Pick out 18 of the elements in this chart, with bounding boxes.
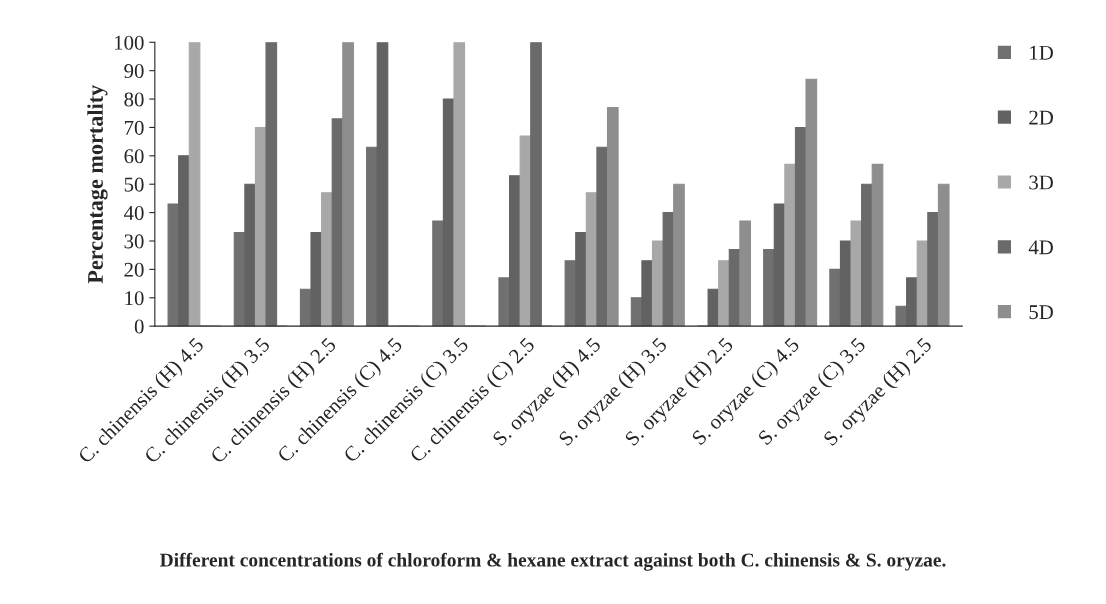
legend-label: 5D: [1029, 305, 1053, 320]
y-tick-label: 10: [125, 291, 144, 306]
y-tick-label: 100: [115, 35, 144, 50]
y-tick-label: 0: [134, 319, 144, 334]
legend-label: 4D: [1028, 240, 1053, 255]
legend-label: 2D: [1029, 110, 1053, 125]
y-tick-label: 70: [124, 120, 144, 135]
legend-label: 1D: [1030, 45, 1053, 60]
y-tick-label: 30: [124, 234, 144, 249]
y-tick-label: 90: [124, 64, 144, 79]
y-tick-label: 80: [124, 92, 144, 107]
y-tick-label: 20: [124, 262, 144, 277]
y-axis-title: Percentage mortality: [87, 84, 108, 284]
x-axis-title: Different concentrations of chloroform & hexane extract against both C. chinensis & S. oryzae.: [160, 552, 946, 571]
y-tick-label: 60: [124, 149, 144, 164]
y-tick-label: 40: [124, 205, 144, 221]
legend-label: 3D: [1029, 175, 1053, 190]
y-tick-label: 50: [124, 177, 144, 192]
